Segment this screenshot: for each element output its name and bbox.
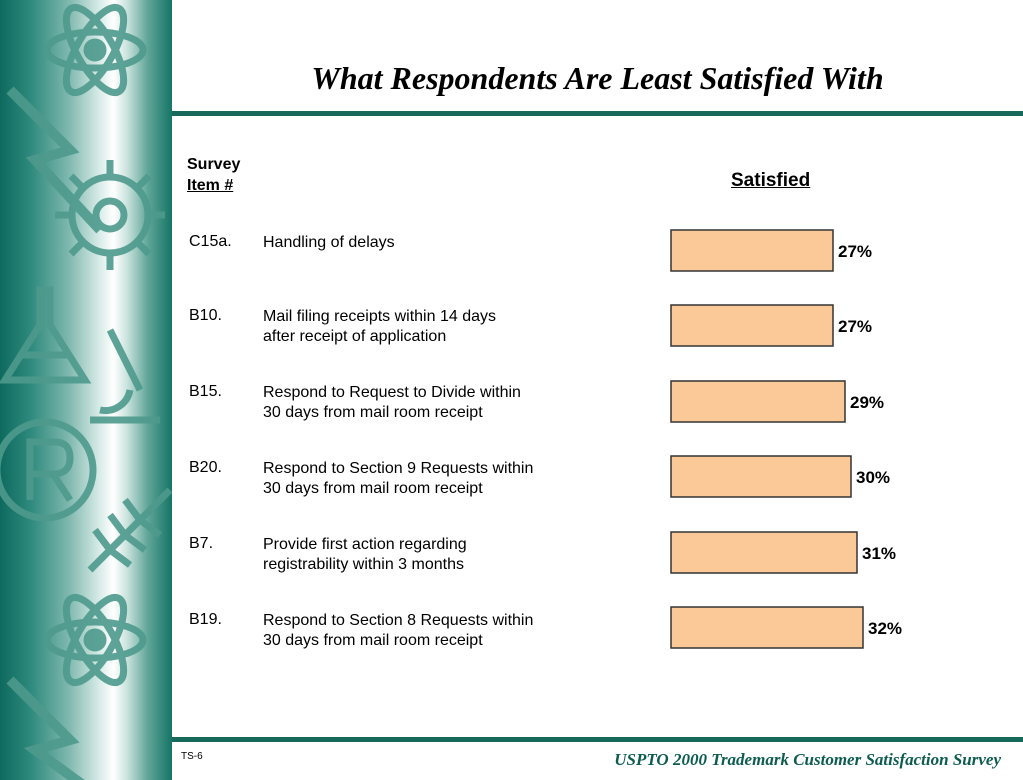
item-desc-line1: Respond to Section 9 Requests within <box>263 460 534 477</box>
item-desc-line1: Respond to Request to Divide within <box>263 384 521 401</box>
item-id: B15. <box>189 383 222 400</box>
item-desc-line1: Respond to Section 8 Requests within <box>263 612 534 629</box>
item-description: Respond to Request to Divide within 30 d… <box>263 383 643 423</box>
item-desc-line1: Mail filing receipts within 14 days <box>263 308 496 325</box>
page-title: What Respondents Are Least Satisfied Wit… <box>311 60 884 96</box>
lightning-icon-2 <box>6 676 85 780</box>
microscope-icon <box>90 328 160 424</box>
item-desc-line1: Provide first action regarding <box>263 536 467 553</box>
bar-b19 <box>670 606 864 649</box>
survey-header-line1: Survey <box>187 156 241 173</box>
survey-item-header: Survey Item # <box>187 154 240 196</box>
data-label: 27% <box>838 242 872 261</box>
item-description: Respond to Section 8 Requests within 30 … <box>263 611 643 651</box>
atom-icon <box>43 3 147 97</box>
lightning-icon <box>6 86 104 234</box>
bar-b7 <box>670 531 858 574</box>
decorative-sidebar <box>0 0 172 780</box>
data-label: 32% <box>868 619 902 638</box>
item-desc-line1: Handling of delays <box>263 234 395 251</box>
item-description: Provide first action regarding registrab… <box>263 535 643 575</box>
gear-icon <box>55 160 165 270</box>
item-id: C15a. <box>189 233 232 250</box>
item-id: B7. <box>189 535 214 552</box>
plant-icon <box>87 487 172 573</box>
registered-mark-icon <box>0 418 97 522</box>
bar-c15a <box>670 229 834 272</box>
footer-divider <box>172 737 1023 742</box>
item-desc-line2: after receipt of application <box>263 328 447 345</box>
item-desc-line2: 30 days from mail room receipt <box>263 632 483 649</box>
survey-header-line2: Item # <box>187 177 234 194</box>
item-description: Mail filing receipts within 14 days afte… <box>263 307 643 347</box>
item-id: B20. <box>189 459 222 476</box>
item-id: B10. <box>189 307 222 324</box>
item-description: Handling of delays <box>263 233 643 253</box>
item-id: B19. <box>189 611 222 628</box>
flask-icon <box>0 286 92 384</box>
footer-survey-title: USPTO 2000 Trademark Customer Satisfacti… <box>614 750 1001 769</box>
satisfied-header: Satisfied <box>731 170 811 191</box>
bar-b15 <box>670 380 846 423</box>
item-desc-line2: 30 days from mail room receipt <box>263 404 483 421</box>
data-label: 30% <box>856 468 890 487</box>
atom-icon-2 <box>43 593 147 687</box>
header-divider <box>172 111 1023 116</box>
data-label: 29% <box>850 393 884 412</box>
bar-b20 <box>670 455 852 498</box>
sidebar-icons <box>0 3 172 780</box>
item-description: Respond to Section 9 Requests within 30 … <box>263 459 643 499</box>
data-label: 31% <box>862 544 896 563</box>
slide-id: TS-6 <box>181 751 203 762</box>
bar-b10 <box>670 304 834 347</box>
data-label: 27% <box>838 317 872 336</box>
item-desc-line2: registrability within 3 months <box>263 556 464 573</box>
item-desc-line2: 30 days from mail room receipt <box>263 480 483 497</box>
